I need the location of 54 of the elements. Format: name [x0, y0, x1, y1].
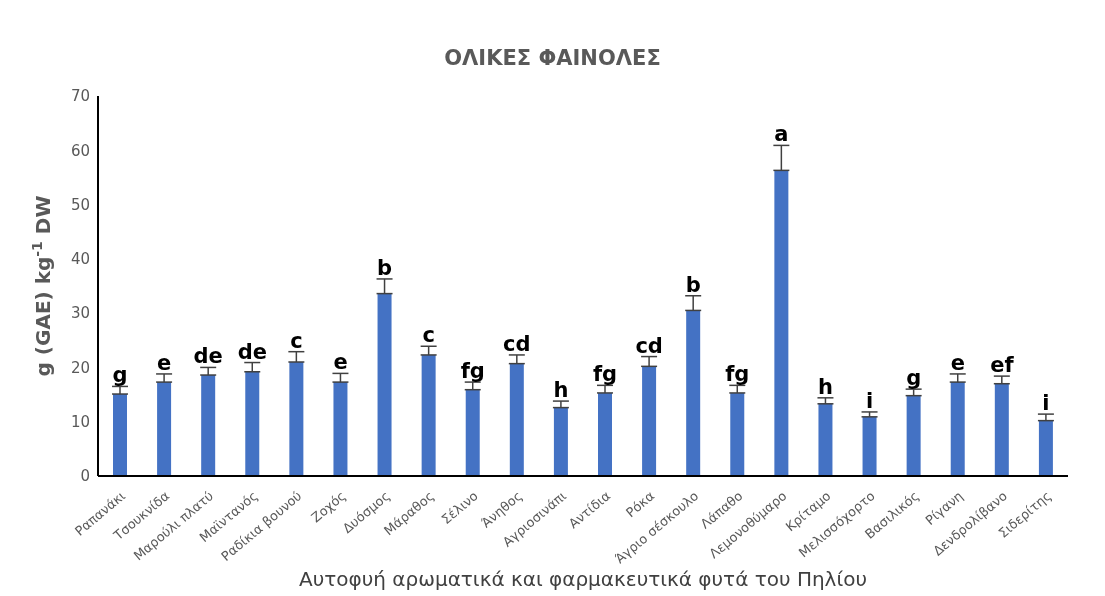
annotation: i [1042, 391, 1050, 416]
y-tick-label: 60 [70, 141, 90, 160]
y-tick-label: 30 [70, 304, 90, 323]
bar [289, 362, 304, 476]
annotation: cd [635, 333, 663, 358]
bar [774, 170, 789, 476]
bar [509, 363, 524, 476]
bar [686, 310, 701, 476]
y-tick-label: 50 [70, 195, 90, 214]
annotation: e [157, 350, 172, 375]
annotation: c [422, 323, 435, 348]
bar [465, 389, 480, 476]
bar [950, 382, 965, 476]
annotation: cd [503, 331, 531, 356]
bar [157, 382, 172, 476]
bar [994, 383, 1009, 476]
bar [598, 392, 612, 476]
annotation: a [774, 122, 789, 147]
bar [245, 371, 260, 476]
annotation: b [377, 255, 393, 280]
annotation: g [112, 363, 128, 388]
y-tick-label: 20 [70, 358, 90, 377]
bar [818, 403, 833, 476]
annotation: h [818, 374, 833, 399]
annotation: fg [592, 362, 618, 387]
annotation: b [685, 272, 701, 297]
bar [642, 366, 657, 476]
annotation: de [193, 344, 223, 369]
annotation: c [290, 328, 303, 353]
chart-title: ΟΛΙΚΕΣ ΦΑΙΝΟΛΕΣ [443, 45, 662, 72]
bar [553, 407, 568, 476]
annotation: i [865, 388, 874, 413]
bar [333, 382, 348, 476]
annotation: de [237, 339, 267, 364]
bar [113, 394, 127, 476]
x-axis-title: Αυτοφυή αρωματικά και φαρμακευτικά φυτά του Πηλίου [298, 567, 868, 591]
bar [906, 395, 921, 476]
y-tick-label: 70 [70, 87, 90, 106]
annotation: e [333, 350, 348, 375]
annotation: fg [725, 362, 750, 387]
annotation: fg [460, 359, 485, 384]
annotation: h [553, 378, 569, 403]
annotation: ef [990, 353, 1015, 378]
bar [862, 416, 877, 476]
bar [201, 375, 216, 476]
bar [421, 354, 436, 476]
y-tick-label: 0 [80, 467, 90, 486]
bar [730, 392, 745, 476]
annotation: e [950, 350, 965, 375]
annotation: g [906, 366, 922, 391]
bar [377, 293, 392, 476]
y-tick-label: 40 [70, 250, 90, 269]
bar [1038, 420, 1053, 476]
y-tick-label: 10 [70, 413, 90, 432]
